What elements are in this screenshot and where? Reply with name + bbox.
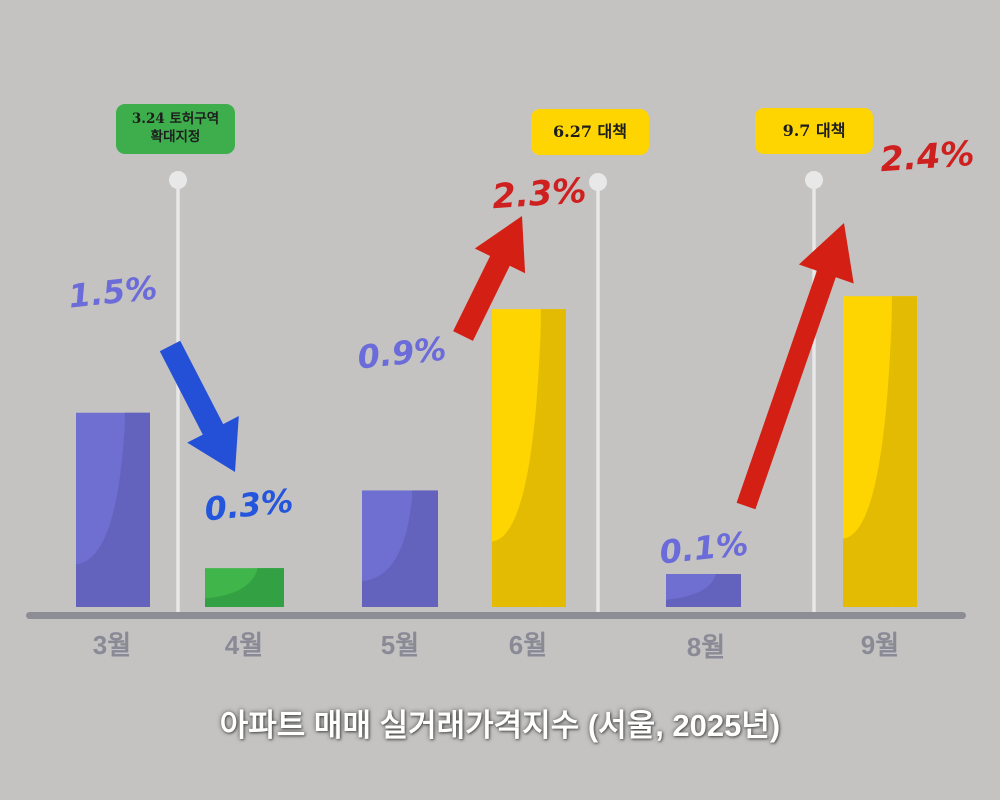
event-marker-knob	[169, 171, 187, 189]
callout-line: 3.24 토허구역	[131, 111, 220, 127]
bar-shade	[124, 412, 150, 607]
callout-september-policy: 9.7 대책	[755, 108, 873, 154]
category-label: 9월	[860, 630, 900, 660]
value-label: 0.9%	[356, 330, 448, 377]
bar-8월	[666, 574, 741, 607]
trend-arrow	[736, 223, 854, 510]
value-label: 0.1%	[658, 525, 750, 572]
callout-land-permit-zone: 3.24 토허구역 확대지정	[116, 104, 235, 154]
bar-shade	[891, 296, 917, 607]
callout-line: 확대지정	[150, 129, 201, 145]
bar-shade	[715, 574, 741, 607]
value-labels: 1.5% 0.3% 0.9% 2.3% 0.1% 2.4%	[67, 134, 976, 572]
bar-shade	[362, 496, 413, 607]
category-label: 4월	[224, 630, 264, 660]
callout-june-policy: 6.27 대책	[531, 109, 649, 155]
trend-arrow	[453, 216, 526, 341]
baseline	[26, 612, 966, 619]
bar-6월	[492, 309, 566, 607]
bar-shade	[666, 575, 716, 607]
category-label: 3월	[92, 630, 132, 660]
bar-shade	[843, 311, 892, 607]
bar-shade	[540, 309, 566, 607]
bar-shade	[257, 568, 284, 607]
category-label: 5월	[380, 630, 420, 660]
value-label: 2.4%	[879, 134, 976, 180]
value-label: 1.5%	[67, 269, 159, 316]
trend-arrow	[159, 340, 239, 472]
chart-caption: 아파트 매매 실거래가격지수 (서울, 2025년)	[219, 708, 781, 743]
callout-line: 6.27 대책	[553, 122, 627, 141]
bar-4월	[205, 568, 284, 607]
event-marker-knob	[805, 171, 823, 189]
bar-shade	[76, 422, 125, 607]
bar-shade	[205, 570, 258, 607]
bar-3월	[76, 412, 150, 607]
bars	[76, 296, 917, 607]
bar-5월	[362, 490, 438, 607]
category-label: 8월	[686, 632, 726, 662]
trend-arrows	[159, 216, 854, 510]
value-label: 2.3%	[491, 171, 588, 217]
event-marker-knob	[589, 173, 607, 191]
bar-9월	[843, 296, 917, 607]
bar-shade	[492, 324, 541, 607]
value-label: 0.3%	[203, 482, 295, 529]
callout-line: 9.7 대책	[782, 121, 846, 140]
bar-shade	[412, 490, 438, 607]
category-label: 6월	[508, 630, 548, 660]
